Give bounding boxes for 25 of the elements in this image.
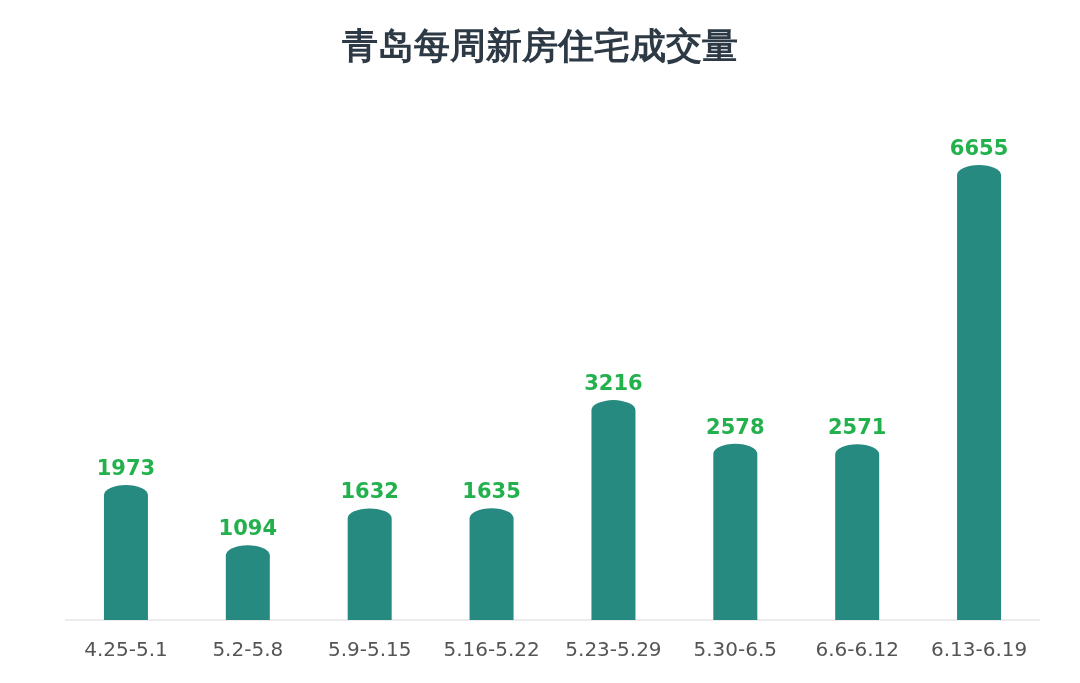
bar [713,443,758,620]
data-label: 2578 [706,414,765,439]
bar [347,508,392,620]
bar [469,508,514,620]
x-tick-label: 5.16-5.22 [443,637,540,661]
data-label: 1632 [340,479,399,504]
data-label: 6655 [949,136,1009,160]
bar [103,485,148,620]
x-tick-label: 5.9-5.15 [327,637,412,661]
bar [835,444,880,620]
data-label: 1635 [462,479,521,504]
data-label: 3216 [584,371,643,396]
data-label: 2571 [827,415,887,440]
x-tick-label: 5.23-5.29 [565,637,662,661]
bar [591,400,636,620]
x-tick-label: 4.25-5.1 [84,637,168,661]
x-tick-label: 6.13-6.19 [930,637,1028,661]
data-label: 1973 [96,456,156,481]
data-label: 1094 [218,516,278,541]
bar [957,165,1002,620]
bar [225,545,270,620]
x-tick-label: 5.2-5.8 [212,637,284,661]
chart-title: 青岛每周新房住宅成交量 [341,25,738,66]
x-tick-label: 5.30-6.5 [693,637,778,661]
x-tick-label: 6.6-6.12 [815,637,899,661]
